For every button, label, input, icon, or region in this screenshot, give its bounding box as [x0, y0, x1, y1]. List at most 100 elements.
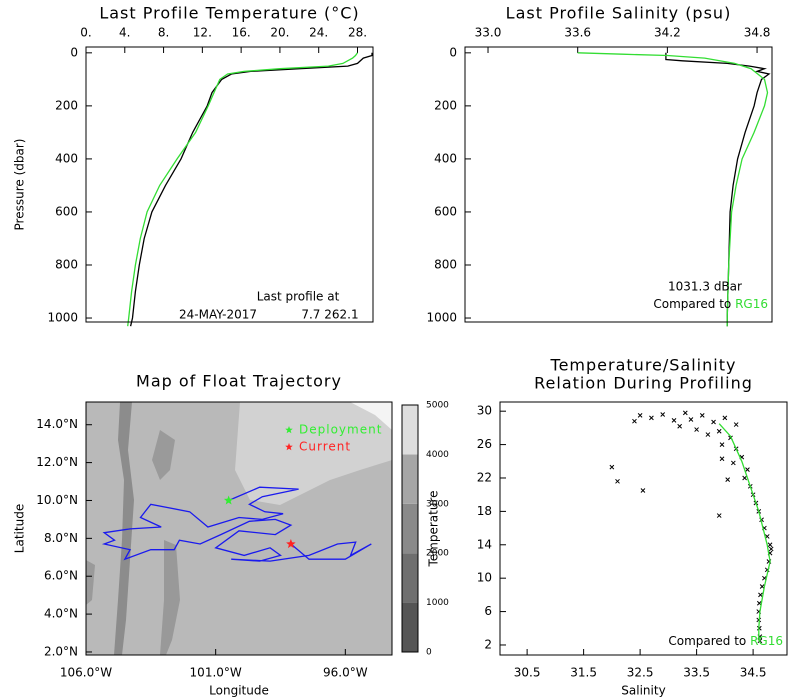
marker: [223, 495, 234, 505]
scatter-point: [688, 417, 694, 422]
y-tick-label: 8.0°N: [44, 531, 78, 545]
chart-title: Temperature/Salinity: [550, 356, 737, 375]
legend-symbol: [285, 443, 293, 451]
plot-frame: [464, 46, 773, 323]
chart-title: Last Profile Salinity (psu): [506, 4, 732, 23]
chart-title: Last Profile Temperature (°C): [99, 4, 359, 23]
x-tick-label: 96.0°W: [323, 666, 368, 680]
legend-label: Deployment: [299, 423, 382, 437]
y-tick-label: 10.0°N: [36, 493, 78, 507]
plot-frame: [85, 401, 393, 656]
comparison-note: Compared to RG16: [653, 297, 768, 311]
y-tick-label: 800: [55, 257, 78, 271]
marker: [286, 539, 296, 549]
scatter-point: [637, 413, 643, 418]
comparison-label: Compared to: [668, 634, 746, 648]
colorbar-label: 0: [426, 648, 432, 658]
x-tick-label: 4.: [119, 26, 130, 40]
annotation: Last profile at: [257, 290, 340, 304]
x-tick-label: 28.: [348, 26, 367, 40]
scatter-point: [711, 419, 716, 425]
x-tick-label: 31.5: [570, 666, 597, 680]
y-tick-label: 200: [55, 98, 78, 112]
profile-line: [129, 52, 373, 327]
chart-title: Map of Float Trajectory: [136, 372, 342, 391]
comparison-name: RG16: [735, 297, 768, 311]
profile-line: [577, 52, 769, 327]
scatter-point: [758, 592, 763, 598]
legend-symbol: [285, 426, 293, 434]
y-tick-label: 14: [477, 537, 492, 551]
colorbar-label: 5000: [426, 401, 449, 411]
scatter-point: [722, 415, 728, 421]
plot-frame: [85, 46, 374, 323]
scatter-point: [649, 415, 654, 421]
colorbar-label: 4000: [426, 450, 449, 460]
scatter-point: [609, 464, 615, 470]
scatter-point: [730, 460, 736, 466]
scatter-point: [640, 488, 646, 493]
y-tick-label: 14.0°N: [36, 417, 78, 431]
x-tick-label: 8.: [158, 26, 169, 40]
y-tick-label: 800: [434, 257, 457, 271]
scatter-point: [671, 418, 677, 423]
y-tick-label: 600: [434, 204, 457, 218]
x-tick-label: 33.5: [683, 666, 710, 680]
y-tick-label: 6.0°N: [44, 569, 78, 583]
colorbar-band: [402, 503, 418, 554]
scatter-point: [719, 456, 725, 462]
x-tick-label: 20.: [270, 26, 289, 40]
y-tick-label: 26: [477, 437, 492, 451]
x-tick-label: 34.8: [744, 26, 771, 40]
y-tick-label: 18: [477, 504, 492, 518]
colorbar-band: [402, 405, 418, 455]
profile-line: [127, 52, 359, 327]
x-tick-label: 106.0°W: [60, 666, 112, 680]
y-tick-label: 400: [55, 151, 78, 165]
scatter-point: [660, 412, 666, 417]
y-axis-label: Pressure (dbar): [13, 139, 27, 231]
y-tick-label: 30: [477, 404, 492, 418]
scatter-point: [699, 413, 705, 418]
scatter-point: [694, 427, 699, 432]
trajectory: [101, 486, 372, 562]
x-tick-label: 0.: [80, 26, 91, 40]
y-tick-label: 600: [55, 204, 78, 218]
colorbar-label: 2000: [426, 549, 449, 559]
annotation: 1031.3 dBar: [668, 280, 742, 294]
scatter-point: [745, 467, 750, 472]
y-tick-label: 22: [477, 470, 492, 484]
scatter-point: [768, 546, 774, 552]
scatter-point: [716, 513, 722, 518]
x-axis-label: Salinity: [621, 684, 665, 698]
x-tick-label: 101.0°W: [190, 666, 242, 680]
colorbar-frame: [401, 404, 419, 653]
x-tick-label: 34.5: [740, 666, 767, 680]
y-axis-label: Latitude: [13, 504, 27, 553]
plot-frame: [499, 401, 788, 656]
y-tick-label: 0: [70, 45, 78, 59]
comparison-label: Compared to: [653, 297, 731, 311]
scatter-point: [682, 410, 688, 416]
y-tick-label: 2.0°N: [44, 644, 78, 658]
scatter-point: [632, 418, 637, 424]
colorbar-band: [402, 553, 418, 603]
colorbar-label: 3000: [426, 499, 449, 509]
x-tick-label: 34.2: [654, 26, 681, 40]
scatter-point: [719, 442, 725, 447]
x-tick-label: 16.: [232, 26, 251, 40]
x-tick-label: 12.: [193, 26, 212, 40]
x-tick-label: 33.0: [475, 26, 502, 40]
scatter-point: [742, 475, 747, 481]
scatter-point: [767, 542, 773, 548]
y-tick-label: 0: [449, 45, 457, 59]
scatter-point: [705, 432, 711, 437]
scatter-point: [733, 422, 739, 427]
colorbar-band: [402, 454, 418, 504]
scatter-point: [725, 477, 731, 483]
scatter-point: [677, 423, 683, 429]
y-tick-label: 4.0°N: [44, 607, 78, 621]
x-tick-label: 30.5: [514, 666, 541, 680]
reference-line: [718, 423, 771, 641]
annotation: 24-MAY-2017: [179, 308, 257, 322]
